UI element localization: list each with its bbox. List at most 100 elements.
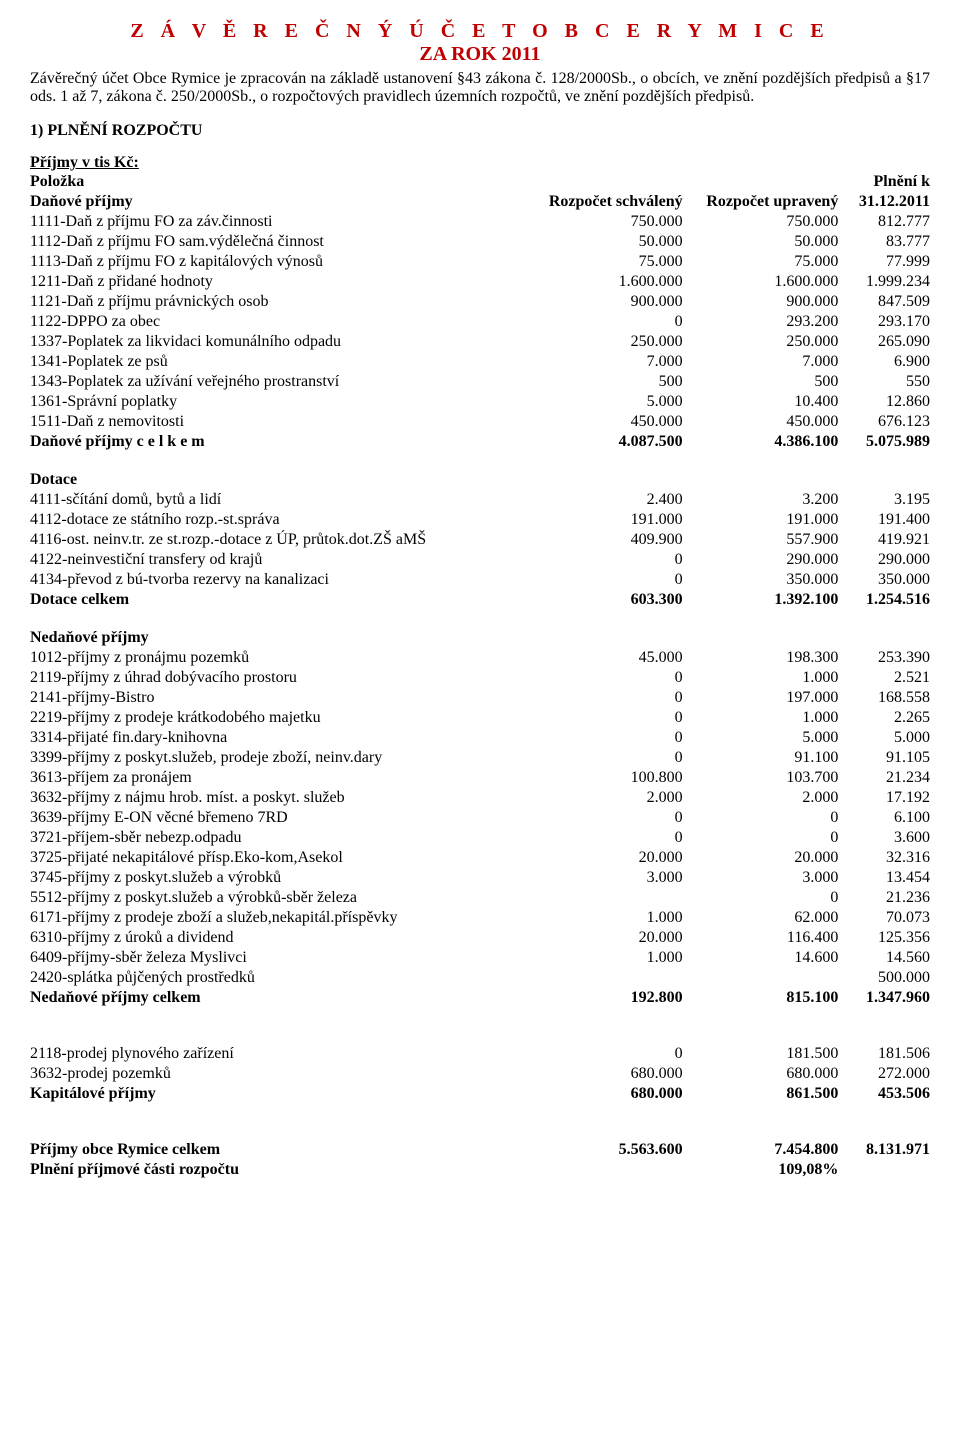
- danove-total-label: Daňové příjmy c e l k e m: [30, 432, 525, 452]
- fulfillment-label: Plnění příjmové části rozpočtu: [30, 1160, 525, 1180]
- nedanove-row: 2219-příjmy z prodeje krátkodobého majet…: [30, 708, 930, 728]
- danove-c2: 7.000: [683, 352, 839, 372]
- danove-row: 1113-Daň z příjmu FO z kapitálových výno…: [30, 252, 930, 272]
- dotace-row: 4134-převod z bú-tvorba rezervy na kanal…: [30, 570, 930, 590]
- danove-c2: 293.200: [683, 312, 839, 332]
- dotace-c1: 0: [525, 550, 683, 570]
- nedanove-row: 3639-příjmy E-ON věcné břemeno 7RD006.10…: [30, 808, 930, 828]
- danove-c3: 6.900: [838, 352, 930, 372]
- nedanove-c3: 253.390: [838, 648, 930, 668]
- dotace-c3: 191.400: [838, 510, 930, 530]
- danove-c1: 1.600.000: [525, 272, 683, 292]
- dotace-total-c1: 603.300: [525, 590, 683, 610]
- dotace-total-c3: 1.254.516: [838, 590, 930, 610]
- grand-total-label: Příjmy obce Rymice celkem: [30, 1140, 525, 1160]
- nedanove-label: 3632-příjmy z nájmu hrob. míst. a poskyt…: [30, 788, 525, 808]
- dotace-c2: 290.000: [683, 550, 839, 570]
- nedanove-c1: 0: [525, 668, 683, 688]
- dotace-row: 4122-neinvestiční transfery od krajů0290…: [30, 550, 930, 570]
- col-polozka: Položka: [30, 172, 525, 192]
- danove-c2: 500: [683, 372, 839, 392]
- dotace-row: 4112-dotace ze státního rozp.-st.správa1…: [30, 510, 930, 530]
- danove-label: 1343-Poplatek za užívání veřejného prost…: [30, 372, 525, 392]
- nedanove-c3: 168.558: [838, 688, 930, 708]
- danove-c3: 293.170: [838, 312, 930, 332]
- kapital-c1: 680.000: [525, 1064, 683, 1084]
- col-date: 31.12.2011: [838, 192, 930, 212]
- danove-c2: 75.000: [683, 252, 839, 272]
- kapital-label: 2118-prodej plynového zařízení: [30, 1044, 525, 1064]
- danove-c1: 250.000: [525, 332, 683, 352]
- grand-total-c3: 8.131.971: [838, 1140, 930, 1160]
- nedanove-total-c3: 1.347.960: [838, 988, 930, 1008]
- nedanove-c3: 21.236: [838, 888, 930, 908]
- nedanove-row: 2141-příjmy-Bistro0197.000168.558: [30, 688, 930, 708]
- nedanove-c1: 0: [525, 728, 683, 748]
- nedanove-total-c2: 815.100: [683, 988, 839, 1008]
- dotace-label: 4122-neinvestiční transfery od krajů: [30, 550, 525, 570]
- kapital-row: 3632-prodej pozemků680.000680.000272.000: [30, 1064, 930, 1084]
- nedanove-c1: 20.000: [525, 848, 683, 868]
- kapital-c1: 0: [525, 1044, 683, 1064]
- nedanove-label: 3721-příjem-sběr nebezp.odpadu: [30, 828, 525, 848]
- kapital-c2: 680.000: [683, 1064, 839, 1084]
- nedanove-c2: 91.100: [683, 748, 839, 768]
- nedanove-label: 6171-příjmy z prodeje zboží a služeb,nek…: [30, 908, 525, 928]
- nedanove-c2: 1.000: [683, 708, 839, 728]
- danove-total-c3: 5.075.989: [838, 432, 930, 452]
- dotace-c2: 191.000: [683, 510, 839, 530]
- grand-total-c1: 5.563.600: [525, 1140, 683, 1160]
- kapital-c3: 181.506: [838, 1044, 930, 1064]
- danove-label: 1122-DPPO za obec: [30, 312, 525, 332]
- nedanove-row: 3314-přijaté fin.dary-knihovna05.0005.00…: [30, 728, 930, 748]
- danove-row: 1111-Daň z příjmu FO za záv.činnosti 750.…: [30, 212, 930, 232]
- danove-label: 1511-Daň z nemovitosti: [30, 412, 525, 432]
- dotace-c2: 350.000: [683, 570, 839, 590]
- danove-row: 1361-Správní poplatky5.00010.40012.860: [30, 392, 930, 412]
- nedanove-c3: 3.600: [838, 828, 930, 848]
- nedanove-label: 6409-příjmy-sběr železa Myslivci: [30, 948, 525, 968]
- danove-label: 1113-Daň z příjmu FO z kapitálových výno…: [30, 252, 525, 272]
- nedanove-label: 3314-přijaté fin.dary-knihovna: [30, 728, 525, 748]
- danove-c3: 550: [838, 372, 930, 392]
- nedanove-c1: 2.000: [525, 788, 683, 808]
- nedanove-label: 3399-příjmy z poskyt.služeb, prodeje zbo…: [30, 748, 525, 768]
- danove-row: 1112-Daň z příjmu FO sam.výdělečná činno…: [30, 232, 930, 252]
- nedanove-c3: 21.234: [838, 768, 930, 788]
- nedanove-c1: 0: [525, 828, 683, 848]
- nedanove-c2: 1.000: [683, 668, 839, 688]
- nedanove-label: 6310-příjmy z úroků a dividend: [30, 928, 525, 948]
- nedanove-c3: 2.265: [838, 708, 930, 728]
- nedanove-c2: 0: [683, 888, 839, 908]
- nedanove-total-c1: 192.800: [525, 988, 683, 1008]
- danove-row: 1343-Poplatek za užívání veřejného prost…: [30, 372, 930, 392]
- nedanove-c2: [683, 968, 839, 988]
- dotace-c2: 557.900: [683, 530, 839, 550]
- nedanove-c3: 5.000: [838, 728, 930, 748]
- kapital-label: 3632-prodej pozemků: [30, 1064, 525, 1084]
- nedanove-row: 2420-splátka půjčených prostředků 500.000: [30, 968, 930, 988]
- col-danove: Daňové příjmy: [30, 192, 525, 212]
- nedanove-c2: 3.000: [683, 868, 839, 888]
- nedanove-label: 2420-splátka půjčených prostředků: [30, 968, 525, 988]
- danove-c3: 812.777: [838, 212, 930, 232]
- dotace-c3: 419.921: [838, 530, 930, 550]
- nedanove-c3: 500.000: [838, 968, 930, 988]
- danove-row: 1337-Poplatek za likvidaci komunálního o…: [30, 332, 930, 352]
- nedanove-row: 6310-příjmy z úroků a dividend20.000116.…: [30, 928, 930, 948]
- danove-label: 1111-Daň z příjmu FO za záv.činnosti: [30, 212, 525, 232]
- kapital-total-label: Kapitálové příjmy: [30, 1084, 525, 1104]
- nedanove-label: 3613-příjem za pronájem: [30, 768, 525, 788]
- nedanove-c2: 103.700: [683, 768, 839, 788]
- nedanove-row: 5512-příjmy z poskyt.služeb a výrobků-sb…: [30, 888, 930, 908]
- danove-c3: 265.090: [838, 332, 930, 352]
- nedanove-c1: [525, 968, 683, 988]
- danove-c2: 750.000: [683, 212, 839, 232]
- nedanove-c2: 197.000: [683, 688, 839, 708]
- kapital-row: 2118-prodej plynového zařízení0181.50018…: [30, 1044, 930, 1064]
- nedanove-c2: 116.400: [683, 928, 839, 948]
- danove-c2: 450.000: [683, 412, 839, 432]
- col-upraveny: Rozpočet upravený: [683, 192, 839, 212]
- nedanove-c3: 70.073: [838, 908, 930, 928]
- danove-label: 1211-Daň z přidané hodnoty: [30, 272, 525, 292]
